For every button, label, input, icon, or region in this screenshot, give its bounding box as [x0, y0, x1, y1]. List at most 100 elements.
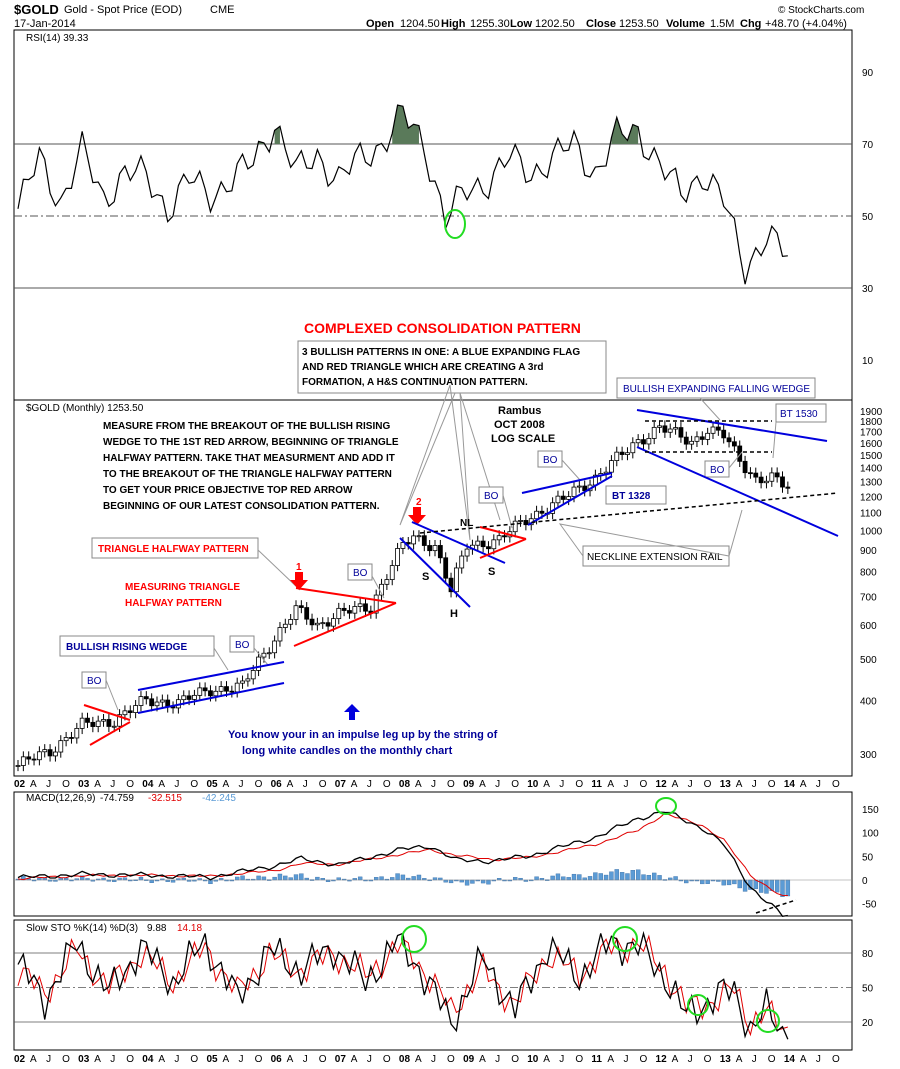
candle-body: [646, 438, 652, 445]
x-tick-05: 05: [206, 779, 218, 790]
x-tick-O: O: [447, 1054, 455, 1065]
candle-body: [731, 441, 737, 447]
sto-k-line: [17, 930, 789, 1040]
x-tick-J: J: [239, 1054, 244, 1065]
x-tick-J: J: [816, 1054, 821, 1065]
candle-body: [785, 486, 791, 489]
candle-body: [400, 542, 406, 549]
macd-hist-bar: [732, 879, 737, 885]
tri-2003-upper: [83, 704, 131, 721]
price-tick-700: 700: [860, 593, 877, 604]
macd-hist-bar: [785, 879, 791, 897]
price-tick-1400: 1400: [860, 464, 883, 475]
header-date: 17-Jan-2014: [14, 18, 76, 30]
macd-legend-value-2: -32.515: [148, 793, 182, 804]
candle-body: [699, 436, 705, 440]
candle-body: [753, 472, 759, 478]
candle-body: [635, 439, 641, 444]
macd-hist-bar: [240, 875, 245, 881]
candle-body: [95, 720, 101, 727]
svg-text:BO: BO: [484, 491, 499, 502]
candle-body: [106, 719, 112, 727]
macd-hist-bar: [486, 879, 491, 885]
x-tick-A: A: [607, 1054, 614, 1065]
x-tick-J: J: [174, 779, 179, 790]
macd-legend-prefix: MACD(12,26,9): [26, 793, 95, 804]
candle-body: [395, 548, 400, 566]
candle-body: [774, 472, 780, 478]
candle-body: [250, 670, 256, 680]
x-tick-J: J: [623, 779, 628, 790]
price-tick-1700: 1700: [860, 428, 883, 439]
macd-hist-bar: [571, 873, 577, 881]
x-tick-J: J: [752, 779, 757, 790]
macd-hist-bar: [619, 872, 625, 881]
x-tick-02: 02: [14, 1054, 26, 1065]
measure-line-1: MEASURE FROM THE BREAKOUT OF THE BULLISH…: [103, 421, 390, 432]
candle-body: [58, 740, 64, 753]
macd-hist-bar: [208, 879, 213, 885]
x-tick-J: J: [303, 779, 308, 790]
x-tick-O: O: [640, 779, 648, 790]
expanding-wedge-label: BULLISH EXPANDING FALLING WEDGE: [623, 384, 810, 395]
tri-2006-upper: [295, 587, 397, 604]
macd-hist-bar: [684, 879, 689, 884]
candle-body: [293, 605, 299, 620]
candle-body: [437, 545, 443, 559]
red-arrow-2: [408, 507, 426, 525]
x-tick-O: O: [62, 1054, 70, 1065]
header-name: Gold - Spot Price (EOD): [64, 4, 182, 16]
x-tick-04: 04: [142, 779, 154, 790]
x-tick-J: J: [816, 779, 821, 790]
x-tick-05: 05: [206, 1054, 218, 1065]
rising-wedge-frame: [59, 635, 215, 657]
main-title: COMPLEXED CONSOLIDATION PATTERN: [304, 320, 581, 336]
price-tick-1800: 1800: [860, 417, 883, 428]
macd-hist-bar: [416, 874, 422, 881]
price-tick-300: 300: [860, 750, 877, 761]
price-tick-1600: 1600: [860, 439, 883, 450]
candle-body: [20, 756, 26, 766]
measure-line-2: WEDGE TO THE 1ST RED ARROW, BEGINNING OF…: [103, 437, 399, 448]
candle-body: [609, 460, 614, 473]
x-tick-A: A: [672, 1054, 679, 1065]
macd-hist-bar: [288, 877, 293, 881]
candle-body: [571, 486, 577, 497]
x-tick-O: O: [768, 1054, 776, 1065]
x-tick-A: A: [30, 779, 37, 790]
macd-hist-bar: [582, 877, 587, 881]
x-tick-O: O: [319, 779, 327, 790]
x-tick-10: 10: [527, 779, 539, 790]
macd-hist-bar: [705, 879, 710, 884]
wedge-2004-upper: [137, 661, 285, 691]
sto-tick-50: 50: [862, 984, 874, 995]
candle-body: [443, 557, 449, 579]
candle-body: [314, 622, 320, 626]
sto-green-circle-1: [401, 925, 427, 953]
macd-legend-value-1: -74.759: [100, 793, 134, 804]
header-volume: 1.5M: [710, 18, 734, 30]
x-tick-O: O: [319, 1054, 327, 1065]
rambus-2: OCT 2008: [494, 419, 545, 431]
bo-box-2: BO: [229, 635, 269, 666]
macd-hist-bar: [149, 879, 154, 883]
x-tick-A: A: [479, 779, 486, 790]
candle-body: [389, 565, 395, 580]
candle-body: [15, 765, 21, 767]
x-tick-J: J: [174, 1054, 179, 1065]
header-high: 1255.30: [470, 18, 510, 30]
candle-body: [74, 727, 80, 739]
tri-2006-lower: [293, 602, 397, 647]
x-tick-J: J: [367, 779, 372, 790]
rsi-panel: RSI(14) 39.33 10 30 50 70 90: [14, 33, 874, 367]
macd-hist-bar: [577, 874, 582, 881]
x-tick-O: O: [383, 779, 391, 790]
rsi-overbought-fill: [258, 105, 639, 144]
candle-body: [769, 472, 775, 482]
red-arrow-1: [290, 572, 308, 590]
x-tick-O: O: [255, 1054, 263, 1065]
macd-hist-bar: [390, 877, 395, 881]
svg-text:BO: BO: [87, 676, 102, 687]
macd-hist-bar: [379, 876, 384, 881]
macd-hist-bar: [603, 874, 609, 881]
